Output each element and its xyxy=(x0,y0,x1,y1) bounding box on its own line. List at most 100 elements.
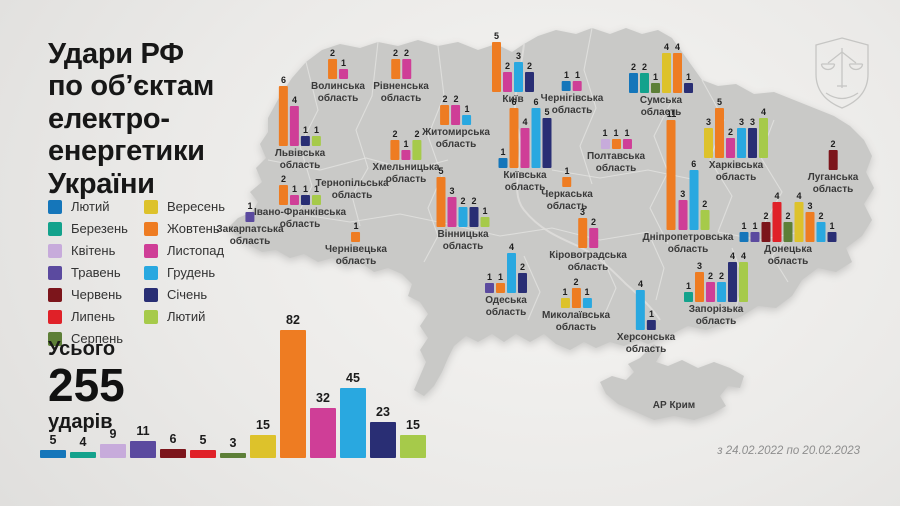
region-label: Донецька область xyxy=(764,244,812,267)
bar-fill xyxy=(726,138,735,158)
bar-fill xyxy=(542,118,552,168)
bar-value: 2 xyxy=(329,48,335,58)
region-donetsk: 1 1 2 4 2 4 3 2 1 Донецька область xyxy=(739,114,837,267)
region-label: Хмельницька область xyxy=(372,162,440,185)
region-vinnytsia: 5 3 2 2 1 Вінницька область xyxy=(436,99,490,252)
region-chernihiv: 1 1 Чернігівська область xyxy=(541,0,604,116)
region-khmelnytskyi: 2 1 2 Хмельницька область xyxy=(372,32,439,185)
region-label: Харківська область xyxy=(708,160,764,183)
bar-fill xyxy=(390,59,400,79)
bar-fill xyxy=(496,283,505,293)
legend-label: Липень xyxy=(71,309,116,324)
legend-label: Лютий xyxy=(71,199,110,214)
summary-bar-dec: 45 xyxy=(340,371,366,458)
bar-fill xyxy=(311,195,321,205)
bar-fill xyxy=(469,207,479,227)
bar-fill xyxy=(390,140,400,160)
bar-value: 1 xyxy=(741,221,747,231)
bar-fill xyxy=(582,298,592,308)
bar-fill xyxy=(571,288,581,308)
bar-oct: 5 xyxy=(436,166,446,227)
bar-feb23: 1 xyxy=(311,125,321,146)
month-legend: Лютий Березень Квітень Травень Червень Липень… xyxy=(48,199,225,346)
bar-fill xyxy=(578,218,587,248)
bar-value: 3 xyxy=(738,117,744,127)
bar-oct: 3 xyxy=(578,207,587,248)
bar-value: 1 xyxy=(624,128,630,138)
legend-item-sep: Вересень xyxy=(143,199,225,214)
summary-bar-value: 5 xyxy=(199,433,207,447)
bar-value: 3 xyxy=(749,117,755,127)
color-swatch xyxy=(48,199,62,214)
bar-oct: 1 xyxy=(496,272,505,293)
bar-value: 2 xyxy=(403,48,409,58)
bar-value: 3 xyxy=(705,117,711,127)
summary-bar-fill xyxy=(130,441,156,458)
bar-fill xyxy=(518,273,527,293)
bar-value: 4 xyxy=(796,191,802,201)
legend-label: Січень xyxy=(166,287,208,302)
legend-label: Травень xyxy=(71,265,121,280)
bar-fill xyxy=(704,128,713,158)
bar-value: 2 xyxy=(641,62,647,72)
color-swatch xyxy=(143,221,158,236)
bar-fill xyxy=(646,320,656,330)
bar-value: 2 xyxy=(707,271,713,281)
color-swatch xyxy=(143,287,158,302)
bar-value: 1 xyxy=(247,201,253,211)
color-swatch xyxy=(143,243,158,258)
region-kharkiv: 3 5 2 3 3 4 Харківська область xyxy=(704,30,768,183)
bar-jan: 3 xyxy=(748,117,757,158)
bar-value: 2 xyxy=(818,211,824,221)
bar-value: 5 xyxy=(493,31,499,41)
bar-value: 1 xyxy=(752,221,758,231)
region-label: Київ xyxy=(502,94,524,105)
bar-value: 4 xyxy=(674,42,680,52)
bar-fill xyxy=(772,202,782,242)
bar-value: 2 xyxy=(442,94,448,104)
summary-bar-fill xyxy=(370,422,396,458)
region-label: Черкаська область xyxy=(541,189,593,212)
bar-oct: 3 xyxy=(805,201,815,242)
bar-value: 2 xyxy=(414,129,420,139)
bar-jan: 2 xyxy=(518,262,527,293)
bar-fill xyxy=(462,115,472,125)
bar-value: 2 xyxy=(519,262,525,272)
bar-fill xyxy=(562,177,572,187)
bar-value: 1 xyxy=(584,287,590,297)
bar-jun: 2 xyxy=(761,211,771,242)
summary-bar-value: 15 xyxy=(256,418,270,432)
bar-fill xyxy=(498,158,508,168)
bar-fill xyxy=(480,217,490,227)
bar-feb23: 4 xyxy=(739,251,748,302)
bar-value: 5 xyxy=(716,97,722,107)
bar-jan: 1 xyxy=(684,72,693,93)
region-zakarpattia: 1 Закарпатська область xyxy=(216,94,283,247)
bar-fill xyxy=(507,253,516,293)
bar-value: 1 xyxy=(313,184,319,194)
region-zhytomyr: 2 2 1 Житомирська область xyxy=(422,0,490,150)
summary-bar-value: 5 xyxy=(49,433,57,447)
bar-value: 1 xyxy=(497,272,503,282)
region-label: Чернігівська область xyxy=(540,93,604,116)
bar-feb22: 1 xyxy=(498,147,508,168)
legend-label: Вересень xyxy=(166,199,225,214)
ukraine-silhouette xyxy=(228,28,874,396)
bar-value: 1 xyxy=(562,287,568,297)
bar-value: 3 xyxy=(696,261,702,271)
bar-value: 1 xyxy=(563,70,569,80)
title-line: Удари РФ xyxy=(48,38,184,70)
region-label: Житомирська область xyxy=(422,127,490,150)
bar-jan: 1 xyxy=(300,184,310,205)
bar-value: 4 xyxy=(729,251,735,261)
bar-fill xyxy=(816,222,826,242)
legend-label: Червень xyxy=(71,287,123,302)
bar-value: 1 xyxy=(574,70,580,80)
summary-bar-value: 82 xyxy=(286,313,300,327)
region-label: Київська область xyxy=(503,170,547,193)
summary-bar-aug: 3 xyxy=(220,436,246,458)
